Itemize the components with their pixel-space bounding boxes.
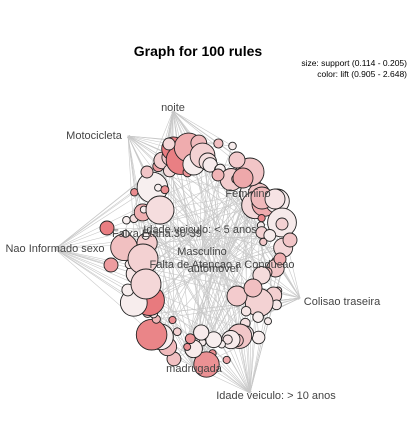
rule-node[interactable] [122, 215, 131, 225]
rule-node[interactable] [228, 141, 237, 151]
item-label-falta[interactable]: Falta de Atencao a Conducao [150, 259, 295, 271]
rule-edge [168, 143, 195, 369]
item-label-faixa[interactable]: Faixa Etaria:30-39 [112, 228, 202, 240]
rule-edge [169, 170, 251, 394]
rule-node[interactable] [135, 318, 168, 351]
rule-edge [169, 170, 203, 253]
rule-edge [221, 261, 276, 267]
item-label-idade10[interactable]: Idade veiculo: > 10 anos [216, 390, 336, 402]
rule-node[interactable] [140, 165, 154, 179]
rule-edge [172, 251, 203, 321]
rule-node[interactable] [172, 327, 182, 337]
rule-node[interactable] [168, 315, 177, 325]
item-label-automovel[interactable]: automovel [188, 263, 239, 275]
rule-node[interactable] [211, 168, 225, 182]
item-label-masculino[interactable]: Masculino [177, 246, 227, 258]
rule-node[interactable] [130, 268, 162, 300]
rule-edge [212, 225, 262, 269]
rule-node[interactable] [251, 330, 266, 345]
rule-edge [221, 177, 244, 266]
rule-node[interactable] [273, 252, 287, 266]
rule-node[interactable] [232, 167, 254, 189]
item-label-noite[interactable]: noite [161, 102, 185, 114]
rule-edge [127, 135, 270, 236]
rule-edge [154, 233, 179, 333]
rule-edge [127, 135, 262, 219]
rule-node[interactable] [222, 334, 233, 345]
rule-node[interactable] [205, 331, 223, 349]
rule-edge [177, 264, 223, 360]
rule-node[interactable] [226, 285, 248, 307]
rule-edge [221, 232, 262, 266]
item-label-colisao[interactable]: Colisao traseira [304, 296, 381, 308]
rule-node[interactable] [193, 351, 220, 378]
legend-color: color: lift (0.905 - 2.648) [317, 69, 407, 79]
rule-edge [221, 224, 262, 266]
rule-node[interactable] [193, 324, 210, 341]
graph-title: Graph for 100 rules [134, 43, 263, 59]
rule-node[interactable] [243, 278, 263, 298]
rule-node[interactable] [213, 138, 224, 149]
rule-node[interactable] [259, 237, 268, 246]
rule-node[interactable] [103, 257, 119, 273]
rule-edge [159, 193, 249, 211]
rule-node[interactable] [252, 311, 264, 323]
rule-edge [199, 145, 233, 231]
rule-node[interactable] [240, 305, 252, 317]
item-label-motocicleta[interactable]: Motocicleta [66, 130, 123, 142]
rule-edge [212, 179, 233, 269]
rule-edge [249, 258, 281, 394]
rule-node[interactable] [183, 342, 192, 351]
rule-node[interactable] [184, 333, 196, 345]
rule-edge [200, 164, 211, 253]
item-label-idade5[interactable]: Idade veiculo: < 5 anos [143, 224, 257, 236]
rule-edge [106, 226, 201, 231]
rule-node[interactable] [263, 229, 277, 242]
rule-node[interactable] [257, 214, 266, 223]
rule-node[interactable] [228, 151, 246, 169]
rule-edge [199, 229, 254, 289]
rule-edge [126, 219, 156, 235]
rule-node[interactable] [282, 232, 298, 248]
labels-layer: noite Motocicleta Feminino Faixa Etaria:30-… [5, 102, 381, 402]
rule-node[interactable] [141, 231, 150, 240]
rule-node[interactable] [121, 229, 130, 238]
item-label-feminino[interactable]: Feminino [225, 188, 270, 200]
rule-node[interactable] [99, 220, 115, 236]
rule-edge [172, 110, 233, 147]
rule-edge [186, 171, 203, 253]
rule-edge [212, 247, 284, 269]
rule-node[interactable] [275, 217, 289, 231]
rule-edge [54, 248, 112, 266]
rule-node[interactable] [160, 185, 170, 195]
legend-size: size: support (0.114 - 0.205) [301, 58, 407, 68]
rule-node[interactable] [264, 188, 286, 210]
item-label-naoinf[interactable]: Nao Informado sexo [5, 243, 104, 255]
rules-layer [99, 132, 298, 378]
rule-node[interactable] [162, 137, 176, 151]
rule-node[interactable] [145, 195, 175, 225]
rule-edge [54, 222, 283, 250]
rule-edge [201, 193, 249, 343]
item-label-madrugada[interactable]: madrugada [166, 363, 223, 375]
rule-node[interactable] [222, 355, 231, 364]
rule-edge [143, 209, 251, 394]
rule-node[interactable] [264, 317, 272, 326]
rule-edge [221, 179, 232, 266]
rule-edge [164, 189, 301, 299]
rule-edge [154, 204, 301, 299]
